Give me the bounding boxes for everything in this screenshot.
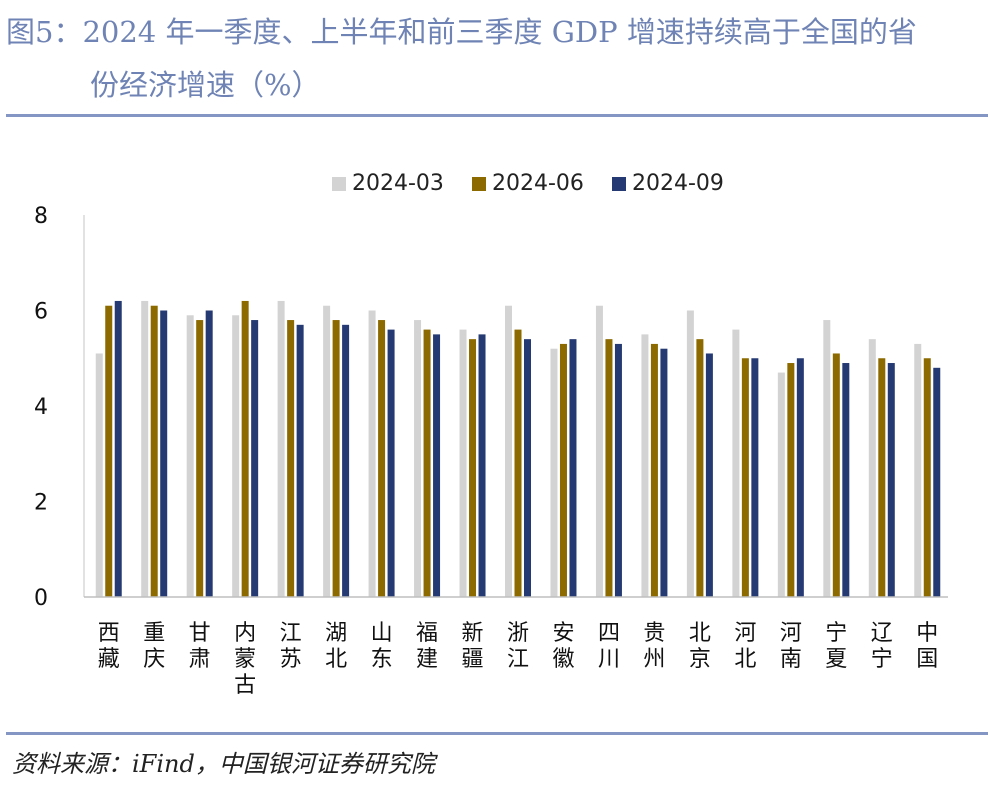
bar-2024-03-江苏 [277,300,285,597]
bar-2024-06-重庆 [150,305,158,597]
legend-label: 2024-03 [352,171,444,196]
y-tick-label: 4 [34,395,48,420]
y-axis: 0 2 4 6 8 [34,204,85,611]
x-tick-label: 安徽 [552,621,574,672]
x-tick-label: 新疆 [462,621,484,672]
bar-2024-09-河南 [796,358,804,597]
chart-title: 图5：2024 年一季度、上半年和前三季度 GDP 增速持续高于全国的省 份经济… [6,6,996,112]
bar-2024-09-新疆 [478,334,486,597]
bar-2024-09-福建 [433,334,441,597]
bar-2024-09-西藏 [114,300,122,597]
bar-2024-09-中国 [933,367,941,597]
bar-2024-03-重庆 [141,300,149,597]
y-tick-label: 6 [34,300,48,325]
bar-2024-09-湖北 [342,324,350,597]
bar-2024-03-福建 [414,320,422,597]
bar-2024-06-新疆 [469,339,477,597]
x-tick-label: 贵州 [643,621,665,672]
bar-2024-09-四川 [614,343,622,597]
x-tick-label: 湖北 [325,621,347,672]
bar-2024-06-贵州 [650,343,658,597]
legend-label: 2024-06 [492,171,584,196]
x-tick-label: 福建 [416,621,438,672]
bar-2024-03-浙江 [505,305,512,597]
chart-legend: 2024-03 2024-06 2024-09 [332,171,724,196]
bar-2024-09-贵州 [660,348,668,597]
chart-title-line1: 图5：2024 年一季度、上半年和前三季度 GDP 增速持续高于全国的省 [6,15,917,49]
bar-2024-03-内蒙古 [232,315,240,597]
x-tick-label: 中国 [916,621,938,672]
bar-2024-06-河北 [741,358,749,597]
bar-2024-03-宁夏 [823,320,831,597]
bar-2024-06-内蒙古 [241,300,249,597]
y-tick-label: 8 [34,204,48,229]
bar-2024-06-江苏 [287,320,295,597]
bar-2024-09-辽宁 [887,363,895,597]
x-tick-label: 北京 [689,621,711,672]
bar-2024-03-湖北 [323,305,331,597]
y-tick-label: 2 [34,491,48,516]
bar-2024-06-湖北 [332,320,340,597]
bar-series [95,300,941,597]
bar-2024-03-北京 [686,310,694,597]
x-tick-label: 重庆 [143,621,165,672]
bar-2024-09-重庆 [160,310,168,597]
bar-2024-03-辽宁 [868,339,876,597]
bar-2024-03-西藏 [95,353,103,597]
bar-2024-03-河南 [777,372,785,597]
bar-2024-06-浙江 [514,329,522,597]
x-tick-label: 四川 [598,621,620,672]
bar-2024-06-四川 [605,339,613,597]
x-tick-label: 甘肃 [189,621,211,672]
bar-2024-09-内蒙古 [251,320,259,597]
bar-2024-03-河北 [732,329,740,597]
x-tick-label: 浙江 [507,621,529,672]
x-tick-label: 西藏 [98,621,120,672]
bar-2024-03-甘肃 [186,315,194,597]
bar-2024-09-江苏 [296,324,304,597]
x-tick-label: 宁夏 [825,621,847,672]
bar-2024-06-山东 [378,320,386,597]
bar-2024-03-安徽 [550,348,558,597]
bar-2024-09-河北 [751,358,759,597]
x-tick-label: 内蒙古 [234,621,256,698]
bar-2024-09-浙江 [524,339,531,597]
x-tick-label: 河南 [780,621,802,672]
title-divider [6,114,988,117]
bar-2024-09-山东 [387,329,395,597]
bar-2024-09-甘肃 [205,310,213,597]
x-tick-label: 山东 [371,621,393,672]
x-tick-label: 江苏 [280,621,302,672]
footer-divider [6,732,988,735]
bar-2024-06-河南 [787,363,795,597]
bar-2024-09-安徽 [569,339,577,597]
source-note: 资料来源：iFind，中国银河证券研究院 [12,750,435,778]
bar-2024-06-福建 [423,329,431,597]
legend-swatch [472,177,486,191]
y-tick-label: 0 [34,586,48,611]
bar-2024-03-新疆 [459,329,467,597]
legend-swatch [612,177,626,191]
bar-2024-09-北京 [705,353,713,597]
chart-title-line2: 份经济增速（%） [90,68,321,102]
bar-2024-06-西藏 [105,305,113,597]
x-tick-label: 河北 [734,621,756,672]
bar-2024-03-中国 [914,343,922,597]
bar-2024-03-四川 [595,305,603,597]
bar-2024-06-北京 [696,339,704,597]
bar-2024-06-安徽 [559,343,567,597]
bar-2024-06-中国 [923,358,931,597]
bar-2024-03-山东 [368,310,376,597]
bar-2024-06-甘肃 [196,320,204,597]
legend-label: 2024-09 [632,171,724,196]
bar-2024-09-宁夏 [842,363,850,597]
bar-2024-03-贵州 [641,334,649,597]
bar-2024-06-宁夏 [832,353,840,597]
bar-2024-06-辽宁 [878,358,886,597]
x-tick-label: 辽宁 [871,621,893,672]
legend-swatch [332,177,346,191]
